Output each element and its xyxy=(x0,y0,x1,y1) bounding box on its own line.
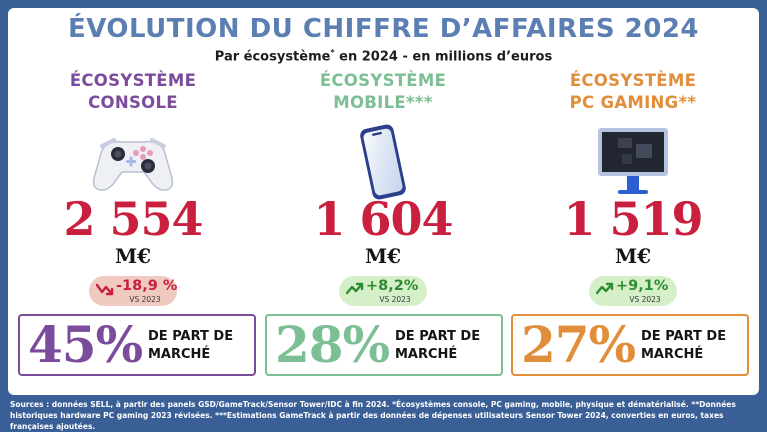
infographic-card: ÉVOLUTION DU CHIFFRE D’AFFAIRES 2024 Par… xyxy=(8,8,759,395)
ecosystem-name-line1: ÉCOSYSTÈME xyxy=(319,71,447,90)
market-share-label: DE PART DE MARCHÉ xyxy=(148,329,234,362)
page-title: ÉVOLUTION DU CHIFFRE D’AFFAIRES 2024 xyxy=(67,14,700,44)
subtitle-footnote-mark: * xyxy=(330,48,335,57)
revenue-unit: M€ xyxy=(364,244,402,268)
revenue-amount: 2 554 xyxy=(63,192,203,246)
subtitle-text-end: en 2024 - en millions d’euros xyxy=(334,49,553,65)
change-percent: +9,1% xyxy=(616,278,669,294)
trend-down-icon xyxy=(96,283,114,296)
ecosystem-name-line2: MOBILE*** xyxy=(333,93,433,112)
market-share-label: DE PART DE MARCHÉ xyxy=(395,329,481,362)
ecosystem-name-line1: ÉCOSYSTÈME xyxy=(69,71,197,90)
market-share-value: 27% xyxy=(521,315,636,374)
change-percent: -18,9 % xyxy=(116,278,178,294)
change-reference: VS 2023 xyxy=(129,295,161,304)
gamepad-icon xyxy=(92,138,174,191)
change-badge: -18,9 % VS 2023 xyxy=(89,276,177,306)
trend-up-icon xyxy=(596,282,614,295)
market-share-mobile: 28% DE PART DE MARCHÉ xyxy=(265,314,503,376)
sources-footnote: Sources : données SELL, à partir des pan… xyxy=(10,400,736,431)
ecosystem-pc-gaming: ÉCOSYSTÈME PC GAMING** 1 519 M€ +9,1% VS… xyxy=(508,68,758,308)
change-reference: VS 2023 xyxy=(379,295,411,304)
ecosystem-name: ÉCOSYSTÈME PC GAMING** xyxy=(508,70,758,114)
ecosystem-mobile: ÉCOSYSTÈME MOBILE*** 1 604 M€ xyxy=(258,68,508,308)
ecosystem-name-line1: ÉCOSYSTÈME xyxy=(569,71,697,90)
ecosystem-name: ÉCOSYSTÈME CONSOLE xyxy=(8,70,258,114)
ecosystem-name-line2: PC GAMING** xyxy=(569,93,697,112)
change-percent: +8,2% xyxy=(366,278,419,294)
subtitle-text: Par écosystème xyxy=(214,49,331,65)
ecosystem-name-line2: CONSOLE xyxy=(88,93,178,112)
revenue-unit: M€ xyxy=(614,244,652,268)
market-share-label: DE PART DE MARCHÉ xyxy=(641,329,727,362)
computer-monitor-icon xyxy=(598,128,668,194)
page-subtitle: Par écosystème* en 2024 - en millions d’… xyxy=(8,48,759,64)
market-share-pc-gaming: 27% DE PART DE MARCHÉ xyxy=(511,314,749,376)
market-share-value: 28% xyxy=(275,315,390,374)
market-share-console: 45% DE PART DE MARCHÉ xyxy=(18,314,256,376)
trend-up-icon xyxy=(346,282,364,295)
revenue-amount: 1 604 xyxy=(313,192,453,246)
change-reference: VS 2023 xyxy=(629,295,661,304)
ecosystem-name: ÉCOSYSTÈME MOBILE*** xyxy=(258,70,508,114)
revenue-amount: 1 519 xyxy=(563,192,703,246)
ecosystem-console: ÉCOSYSTÈME CONSOLE 2 554 M€ -18,9 % xyxy=(8,68,258,308)
change-badge: +9,1% VS 2023 xyxy=(589,276,677,306)
smartphone-icon xyxy=(360,124,406,200)
change-badge: +8,2% VS 2023 xyxy=(339,276,427,306)
revenue-unit: M€ xyxy=(114,244,152,268)
market-share-value: 45% xyxy=(28,315,143,374)
